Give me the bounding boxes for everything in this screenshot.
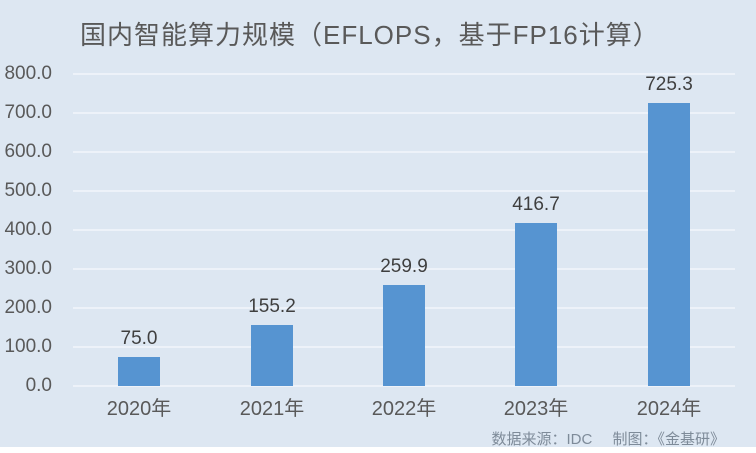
y-axis-tick-label: 0.0 xyxy=(25,375,52,396)
gridline-y-700.0 xyxy=(73,112,735,114)
x-axis-tick-label: 2024年 xyxy=(636,398,702,420)
y-axis-tick-label: 100.0 xyxy=(4,336,52,357)
x-axis-tick-label: 2022年 xyxy=(371,398,437,420)
bar-value-label: 259.9 xyxy=(380,256,428,277)
bar-value-label: 75.0 xyxy=(120,328,158,349)
chart-title: 国内智能算力规模（EFLOPS，基于FP16计算） xyxy=(80,20,660,50)
gridline-y-600.0 xyxy=(73,151,735,153)
y-axis-tick-label: 200.0 xyxy=(4,297,52,318)
x-axis-tick-label: 2020年 xyxy=(106,398,172,420)
bar-2022年 xyxy=(383,285,425,386)
gridline-y-300.0 xyxy=(73,268,735,270)
x-axis-tick-label: 2021年 xyxy=(239,398,305,420)
y-axis-tick-label: 700.0 xyxy=(4,102,52,123)
bar-value-label: 416.7 xyxy=(512,194,560,215)
bar-value-label: 725.3 xyxy=(645,74,693,95)
chart-footer: 数据来源：IDC 制图：《金基研》 xyxy=(491,428,725,449)
gridline-y-500.0 xyxy=(73,190,735,192)
bar-2020年 xyxy=(118,357,160,386)
y-axis-tick-label: 600.0 xyxy=(4,141,52,162)
bar-value-label: 155.2 xyxy=(248,296,296,317)
bar-2021年 xyxy=(251,325,293,386)
data-source-label: 数据来源：IDC xyxy=(491,431,593,448)
gridline-y-0.0 xyxy=(73,385,735,387)
y-axis-tick-label: 300.0 xyxy=(4,258,52,279)
x-axis-tick-label: 2023年 xyxy=(503,398,569,420)
bar-2024年 xyxy=(648,103,690,386)
y-axis-tick-label: 500.0 xyxy=(4,180,52,201)
gridline-y-800.0 xyxy=(73,73,735,75)
y-axis-tick-label: 800.0 xyxy=(4,63,52,84)
chart-credit-label: 制图：《金基研》 xyxy=(612,431,725,448)
bar-2023年 xyxy=(515,223,557,386)
y-axis-tick-label: 400.0 xyxy=(4,219,52,240)
gridline-y-400.0 xyxy=(73,229,735,231)
